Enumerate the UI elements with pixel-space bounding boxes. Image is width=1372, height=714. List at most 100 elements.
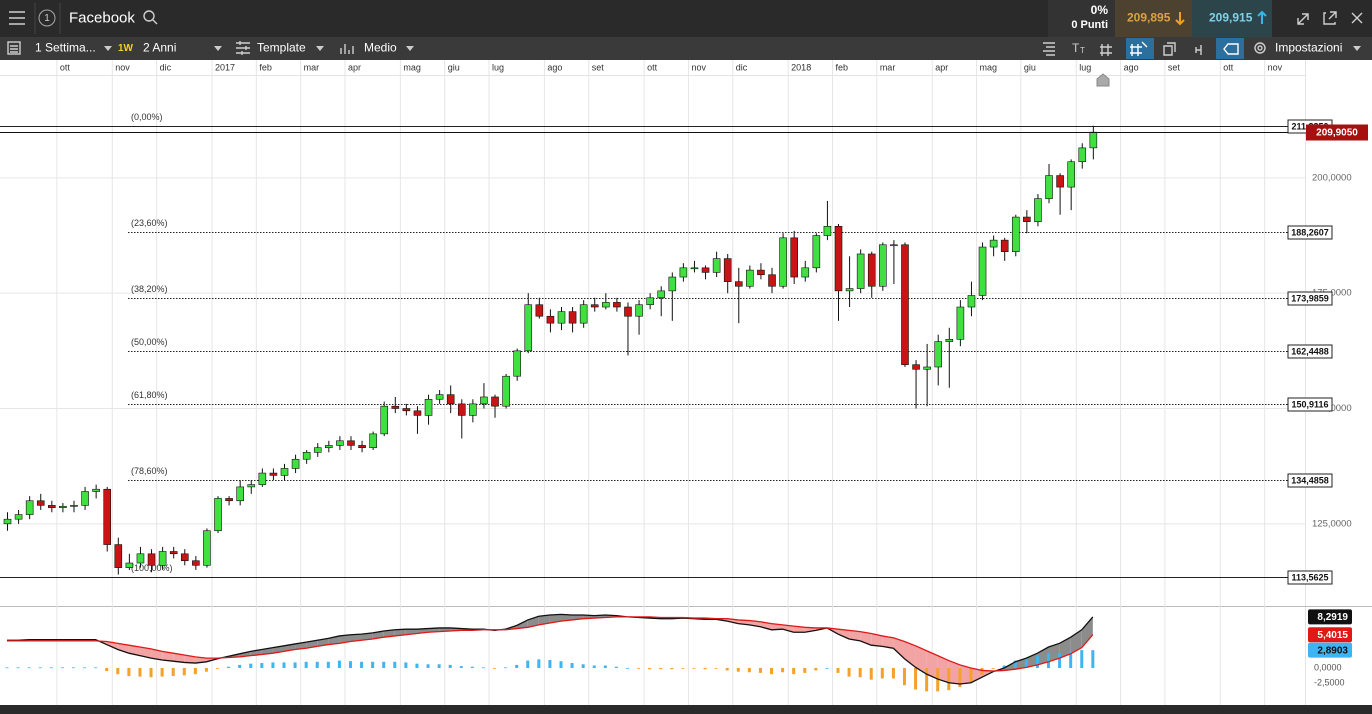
x-tick-label: set [1168, 62, 1181, 72]
x-tick-label: feb [259, 62, 272, 72]
down-arrow [1175, 12, 1185, 26]
template-select[interactable]: Template [257, 41, 306, 55]
x-tick-label: ago [547, 62, 562, 72]
indicator-badge-label: 2,8903 [1317, 645, 1348, 656]
candle-body [81, 491, 89, 506]
histogram-bar [925, 667, 929, 692]
candle-body [158, 551, 167, 566]
candle-body [890, 244, 898, 247]
search-button[interactable] [143, 10, 158, 25]
fib-label: (0,00%) [131, 112, 163, 122]
candle-body [491, 396, 499, 407]
list-button[interactable] [7, 41, 21, 55]
histogram-bar [858, 667, 862, 678]
histogram-bar [1058, 653, 1062, 668]
candle-body [734, 281, 743, 287]
candle-body [147, 553, 156, 566]
histogram-bar [725, 667, 729, 671]
candle-body [989, 239, 998, 248]
histogram-bar [326, 661, 330, 668]
histogram-bar [902, 667, 906, 686]
macd-fill [926, 650, 938, 680]
histogram-bar [792, 667, 796, 675]
macd-fill [1015, 658, 1027, 670]
histogram-bar [171, 667, 175, 676]
macd-fill [782, 624, 794, 633]
histogram-bar [415, 663, 419, 668]
settings-button[interactable]: Impostazioni [1275, 41, 1342, 55]
histogram-bar [526, 660, 530, 668]
fib-value: 134,4858 [1291, 475, 1329, 485]
candle-body [557, 311, 566, 324]
macd-fill [1048, 643, 1060, 662]
histogram-bar [548, 659, 552, 668]
scroll-marker[interactable] [1096, 73, 1110, 87]
candle-body [513, 350, 521, 377]
histogram-bar [670, 667, 674, 670]
x-tick-label: mag [403, 62, 421, 72]
resize-button[interactable] [1297, 13, 1309, 25]
indicator-select[interactable]: Medio [364, 41, 397, 55]
candle-body [834, 225, 843, 292]
histogram-bar [426, 664, 430, 668]
candle-body [579, 304, 588, 324]
candle-body [801, 267, 810, 278]
last-price-label: 209,9050 [1316, 128, 1358, 139]
histogram-bar [825, 667, 829, 669]
histogram-bar [891, 667, 895, 679]
histogram-bar [271, 662, 275, 668]
period-select[interactable]: 1 Settima... [35, 41, 96, 55]
candle-body [446, 394, 455, 405]
histogram-bar [49, 667, 53, 669]
candle-body [712, 258, 721, 273]
histogram-bar [747, 667, 751, 673]
x-tick-label: nov [115, 62, 130, 72]
candle-body [1034, 198, 1042, 222]
candle-body [59, 505, 67, 508]
candle-body [457, 403, 466, 416]
chart-layer: ott nov dic 2017 feb mar apr mag giu lug ago set ott… [0, 60, 1368, 705]
candle-body [790, 237, 798, 278]
badge-circle[interactable] [38, 9, 56, 27]
candle-body [646, 297, 654, 306]
x-tick-label: ott [1223, 62, 1234, 72]
macd-fill [151, 648, 163, 660]
fib-value: 162,4488 [1291, 346, 1329, 356]
candle-body [180, 553, 189, 562]
x-tick-label: dic [160, 62, 172, 72]
histogram-bar [27, 667, 31, 669]
indicator-badge [1308, 627, 1352, 643]
popout-button[interactable] [1323, 11, 1337, 25]
menu-button[interactable] [9, 11, 25, 25]
histogram-bar [360, 661, 364, 668]
histogram-bar [182, 667, 186, 676]
indicator-badge-label: 5,4015 [1317, 630, 1348, 641]
histogram-bar [249, 663, 253, 668]
ask-box[interactable] [1192, 0, 1272, 37]
histogram-bar [570, 663, 574, 668]
change-pct: 0% [1091, 3, 1109, 17]
candle-body [325, 445, 333, 449]
candle-body [480, 396, 488, 405]
x-tick-label: lug [1079, 62, 1091, 72]
macd-fill [162, 651, 174, 662]
range-select[interactable]: 2 Anni [143, 41, 176, 55]
histogram-bar [238, 664, 242, 668]
close-button[interactable] [1351, 12, 1363, 24]
candle-body [169, 551, 178, 555]
candle-body [856, 253, 865, 289]
histogram-bar [371, 661, 375, 668]
histogram-bar [947, 667, 951, 691]
candle-body [14, 514, 23, 520]
macd-fill [871, 633, 883, 647]
histogram-bar [149, 667, 153, 678]
candle-body [679, 267, 688, 278]
x-tick-label: ott [647, 62, 658, 72]
histogram-bar [869, 667, 873, 680]
candle-body [845, 288, 854, 292]
fib-value: 113,5625 [1291, 572, 1328, 582]
candle-body [114, 544, 123, 568]
histogram-bar [160, 667, 164, 677]
candle-body [823, 225, 832, 236]
